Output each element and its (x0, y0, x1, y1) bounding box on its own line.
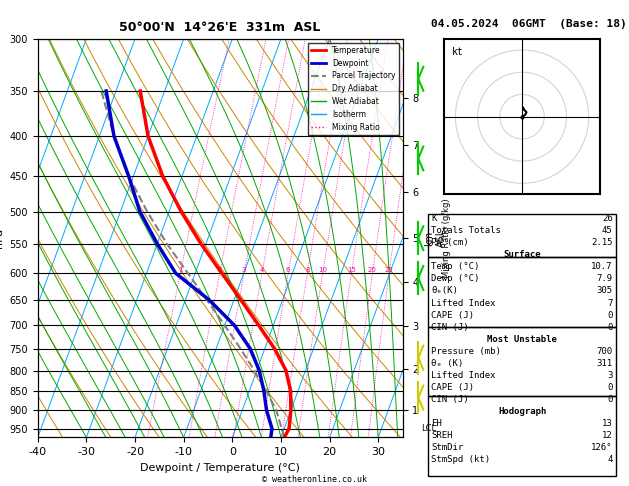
Text: Dewp (°C): Dewp (°C) (431, 275, 480, 283)
Text: 10: 10 (318, 267, 327, 273)
Text: 15: 15 (347, 267, 356, 273)
Text: SREH: SREH (431, 431, 453, 440)
Text: 0: 0 (607, 383, 613, 392)
Text: 0: 0 (607, 395, 613, 404)
Text: 26: 26 (602, 214, 613, 224)
Y-axis label: hPa: hPa (0, 228, 4, 248)
Text: StmDir: StmDir (431, 443, 464, 452)
Text: Surface: Surface (503, 250, 541, 260)
Text: Hodograph: Hodograph (498, 407, 546, 416)
Text: 6: 6 (286, 267, 291, 273)
Text: LCL: LCL (421, 424, 436, 433)
Text: 8: 8 (305, 267, 309, 273)
Text: K: K (431, 214, 437, 224)
Text: 04.05.2024  06GMT  (Base: 18): 04.05.2024 06GMT (Base: 18) (431, 19, 626, 30)
Text: 20: 20 (368, 267, 377, 273)
Text: 311: 311 (596, 359, 613, 368)
Text: Pressure (mb): Pressure (mb) (431, 347, 501, 356)
Text: 4: 4 (607, 455, 613, 464)
Legend: Temperature, Dewpoint, Parcel Trajectory, Dry Adiabat, Wet Adiabat, Isotherm, Mi: Temperature, Dewpoint, Parcel Trajectory… (308, 43, 399, 135)
Text: 45: 45 (602, 226, 613, 235)
Text: 1: 1 (178, 267, 182, 273)
Text: kt: kt (452, 47, 464, 57)
Y-axis label: km
ASL: km ASL (424, 229, 446, 247)
Text: Most Unstable: Most Unstable (487, 335, 557, 344)
Text: 4: 4 (260, 267, 264, 273)
Text: 12: 12 (602, 431, 613, 440)
Text: 126°: 126° (591, 443, 613, 452)
Text: 2.15: 2.15 (591, 239, 613, 247)
Text: EH: EH (431, 419, 442, 428)
Text: 2: 2 (218, 267, 222, 273)
Text: Temp (°C): Temp (°C) (431, 262, 480, 272)
Text: © weatheronline.co.uk: © weatheronline.co.uk (262, 474, 367, 484)
Text: Totals Totals: Totals Totals (431, 226, 501, 235)
Text: StmSpd (kt): StmSpd (kt) (431, 455, 491, 464)
Text: CIN (J): CIN (J) (431, 323, 469, 331)
Text: 7: 7 (607, 298, 613, 308)
Text: Mixing Ratio (g/kg): Mixing Ratio (g/kg) (442, 198, 451, 278)
Text: 3: 3 (607, 371, 613, 380)
Text: 0: 0 (607, 323, 613, 331)
Text: CIN (J): CIN (J) (431, 395, 469, 404)
Text: 13: 13 (602, 419, 613, 428)
Text: 0: 0 (607, 311, 613, 320)
X-axis label: Dewpoint / Temperature (°C): Dewpoint / Temperature (°C) (140, 463, 300, 473)
Text: θₑ (K): θₑ (K) (431, 359, 464, 368)
Text: 10.7: 10.7 (591, 262, 613, 272)
Text: θₑ(K): θₑ(K) (431, 287, 459, 295)
Title: 50°00'N  14°26'E  331m  ASL: 50°00'N 14°26'E 331m ASL (120, 20, 321, 34)
Text: CAPE (J): CAPE (J) (431, 311, 474, 320)
Text: 305: 305 (596, 287, 613, 295)
Text: Lifted Index: Lifted Index (431, 371, 496, 380)
Text: CAPE (J): CAPE (J) (431, 383, 474, 392)
Text: 700: 700 (596, 347, 613, 356)
Text: 7.9: 7.9 (596, 275, 613, 283)
Text: 25: 25 (385, 267, 394, 273)
Text: Lifted Index: Lifted Index (431, 298, 496, 308)
Text: PW (cm): PW (cm) (431, 239, 469, 247)
Text: 3: 3 (242, 267, 247, 273)
